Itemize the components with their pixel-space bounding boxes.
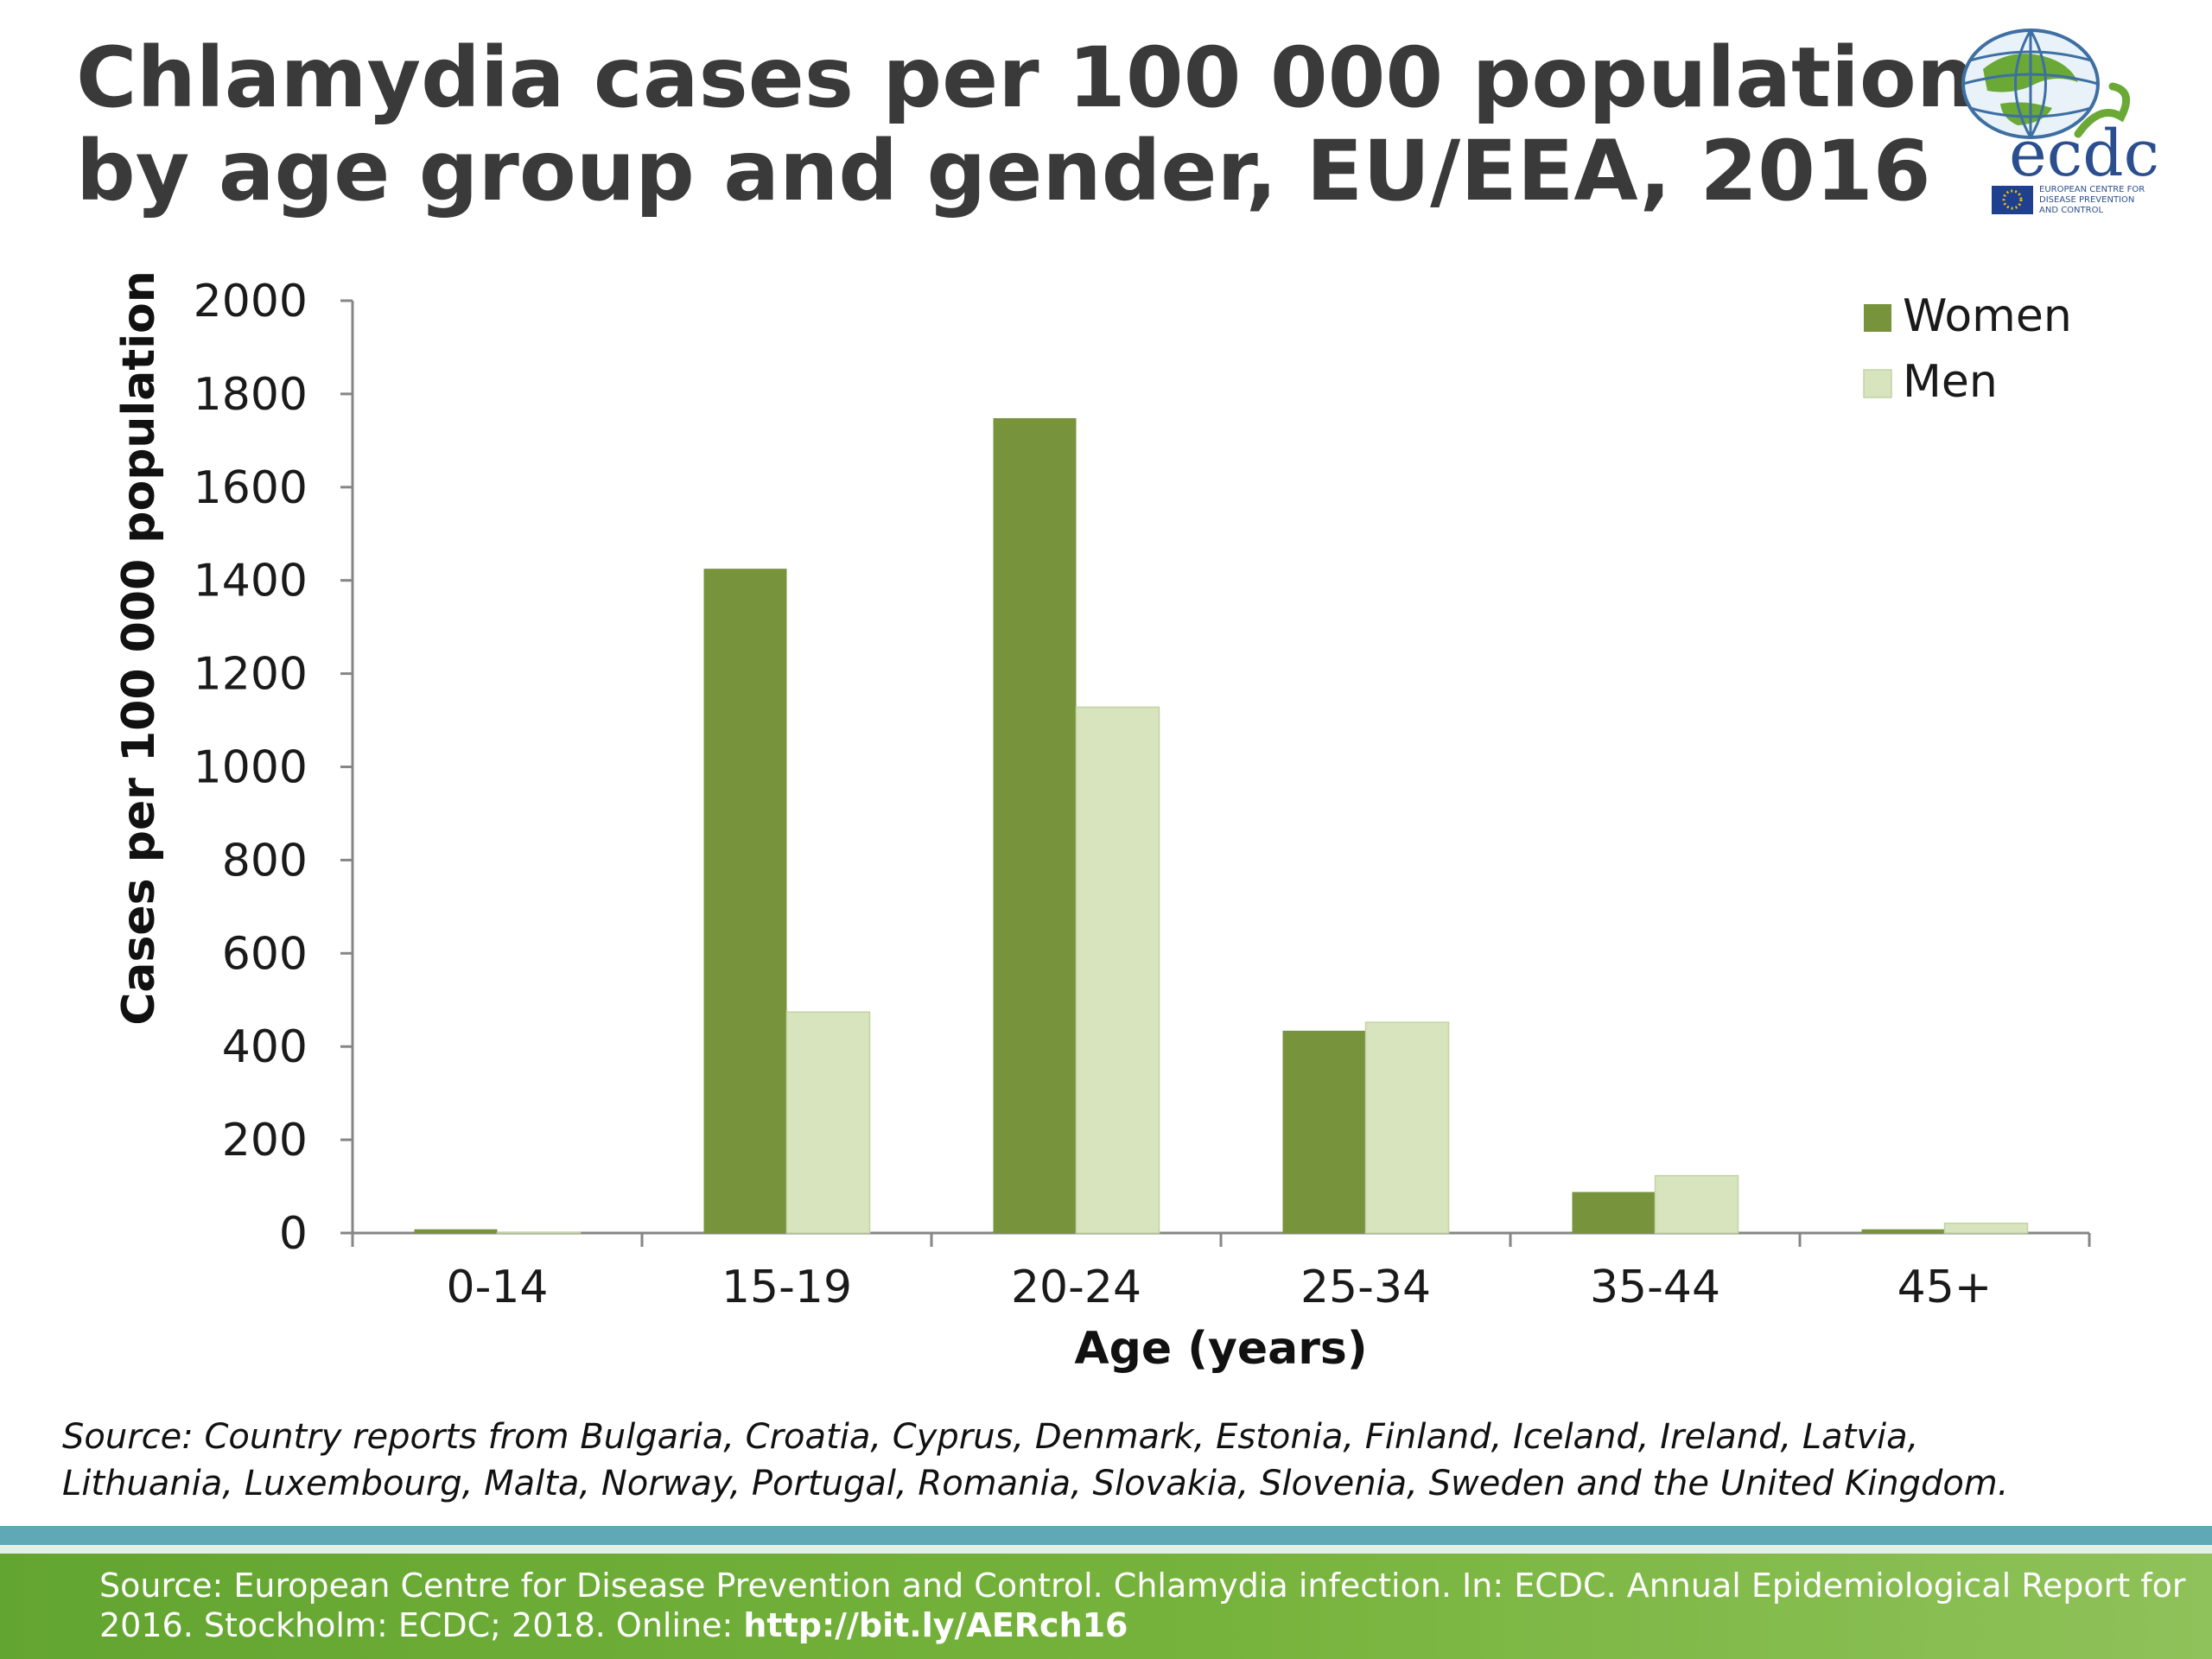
bar-chart: 0 200 400 600 800 1000 1200 1400 1600 1800 2000 0-1… <box>113 270 2091 1375</box>
bar-men-25-34 <box>1364 1021 1450 1234</box>
bar-men-15-19 <box>785 1011 871 1234</box>
ecdc-logo: ecdc EUROPEAN CENTRE FOR DISEASE PREVENT… <box>1948 22 2182 220</box>
legend-swatch-men <box>1863 369 1892 398</box>
logo-caption-line-3: AND CONTROL <box>2039 206 2103 215</box>
legend-swatch-women <box>1864 304 1891 332</box>
y-tick-label: 1200 <box>194 649 308 701</box>
bar-women-45+ <box>1861 1229 1945 1233</box>
footer-divider-gap <box>0 1545 2212 1554</box>
x-tick-label: 20-24 <box>1011 1262 1141 1313</box>
bar-women-0-14 <box>414 1229 498 1233</box>
plot-area: 0 200 400 600 800 1000 1200 1400 1600 1800 2000 0-1… <box>194 276 2091 1313</box>
ecdc-logo-graphic: ecdc EUROPEAN CENTRE FOR DISEASE PREVENT… <box>1961 29 2159 215</box>
y-tick-label: 2000 <box>194 276 308 327</box>
bar-men-35-44 <box>1654 1174 1739 1234</box>
y-tick-label: 1400 <box>194 556 308 607</box>
logo-wordmark: ecdc <box>2009 117 2159 191</box>
bar-men-45+ <box>1943 1222 2029 1234</box>
bar-women-25-34 <box>1282 1030 1366 1233</box>
footer-citation: Source: European Centre for Disease Prev… <box>99 1566 2190 1645</box>
title-line-2: by age group and gender, EU/EEA, 2016 <box>76 123 1931 219</box>
bar-men-20-24 <box>1075 706 1160 1234</box>
footer-bar: Source: European Centre for Disease Prev… <box>0 1554 2212 1659</box>
x-tick-label: 45+ <box>1897 1262 1993 1313</box>
footer-line-1: Source: European Centre for Disease Prev… <box>99 1567 2186 1605</box>
y-axis-title: Cases per 100 000 population <box>113 270 165 1026</box>
legend-label-men: Men <box>1903 356 1998 408</box>
page-title: Chlamydia cases per 100 000 population, … <box>76 29 2007 219</box>
bar-men-0-14 <box>496 1231 582 1234</box>
bar-women-20-24 <box>993 417 1077 1233</box>
x-tick-label: 25-34 <box>1300 1262 1431 1313</box>
title-line-1: Chlamydia cases per 100 000 population, <box>76 29 2007 126</box>
y-tick-label: 200 <box>222 1115 308 1166</box>
footer-link[interactable]: http://bit.ly/AERch16 <box>743 1606 1128 1644</box>
x-tick-label: 15-19 <box>721 1262 852 1313</box>
y-tick-label: 1000 <box>194 742 308 794</box>
logo-caption-line-1: EUROPEAN CENTRE FOR <box>2039 185 2145 194</box>
footer-line-2-prefix: 2016. Stockholm: ECDC; 2018. Online: <box>99 1606 744 1644</box>
x-axis-title: Age (years) <box>1074 1323 1367 1375</box>
y-tick-label: 400 <box>222 1021 308 1073</box>
globe-icon <box>1961 29 2131 139</box>
y-tick-label: 600 <box>222 928 308 980</box>
legend-label-women: Women <box>1903 290 2072 342</box>
y-tick-label: 1600 <box>194 462 308 514</box>
logo-caption-line-2: DISEASE PREVENTION <box>2039 195 2134 205</box>
footer-divider <box>0 1526 2212 1545</box>
country-source-note: Source: Country reports from Bulgaria, C… <box>62 1414 2136 1507</box>
x-tick-label: 0-14 <box>446 1262 548 1313</box>
bar-women-35-44 <box>1572 1192 1656 1233</box>
source-note-line-1: Source: Country reports from Bulgaria, C… <box>62 1417 1919 1457</box>
y-tick-label: 1800 <box>194 369 308 421</box>
y-tick-label: 0 <box>279 1208 308 1260</box>
bar-women-15-19 <box>703 569 787 1233</box>
y-tick-label: 800 <box>222 835 308 887</box>
source-note-line-2: Lithuania, Luxembourg, Malta, Norway, Po… <box>62 1464 2009 1503</box>
x-tick-label: 35-44 <box>1590 1262 1720 1313</box>
